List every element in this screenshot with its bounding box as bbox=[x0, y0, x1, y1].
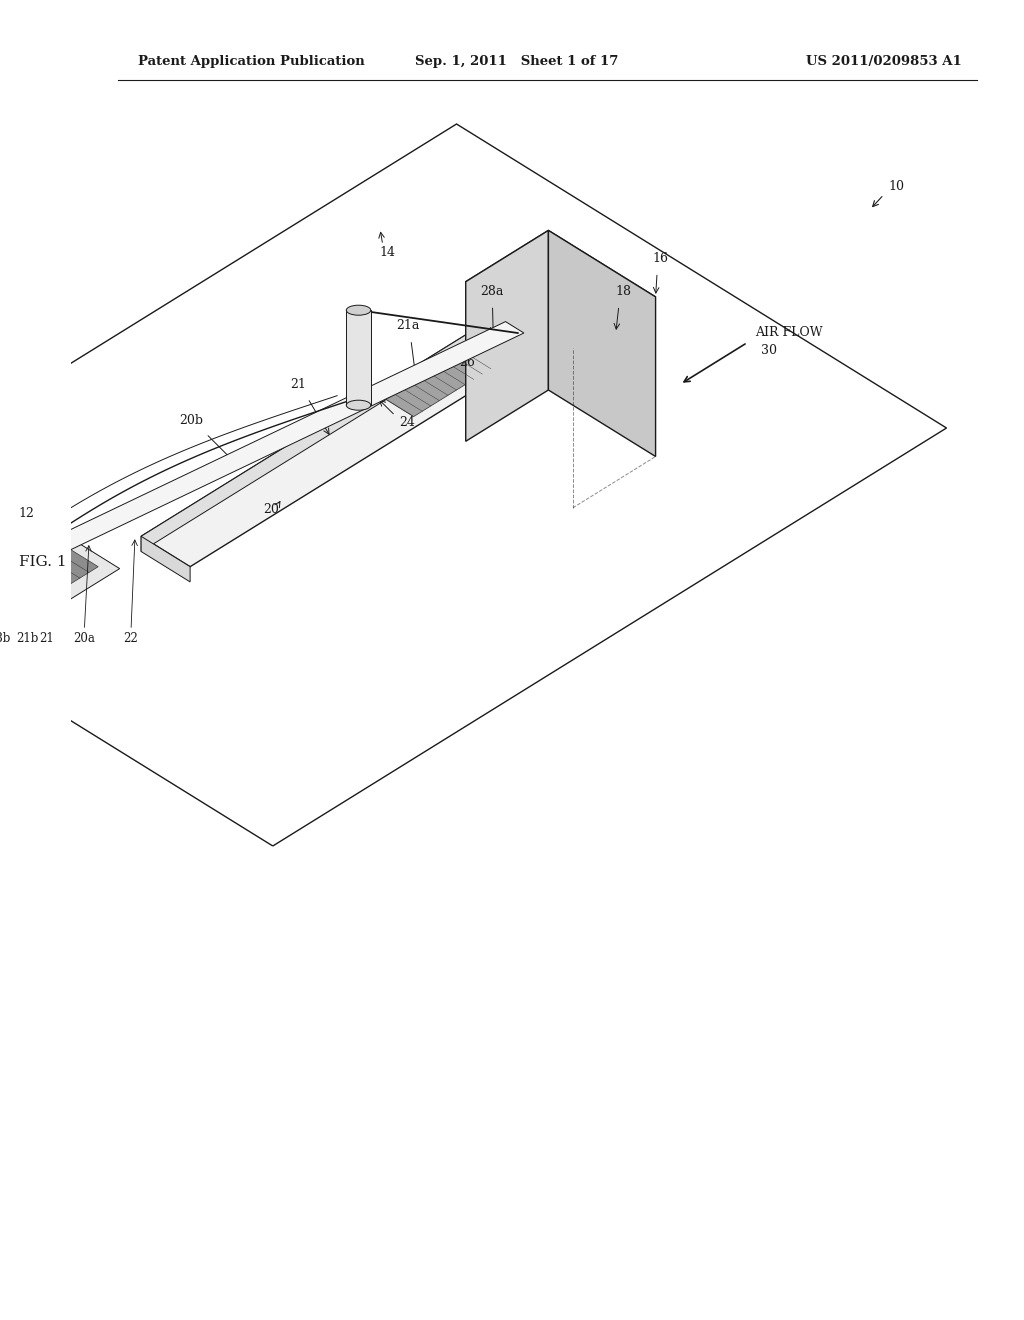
Polygon shape bbox=[549, 231, 655, 457]
Text: AIR FLOW: AIR FLOW bbox=[755, 326, 822, 339]
Polygon shape bbox=[141, 271, 618, 566]
Text: 21a: 21a bbox=[395, 319, 419, 333]
Text: FIG. 1: FIG. 1 bbox=[19, 554, 67, 569]
Text: US 2011/0209853 A1: US 2011/0209853 A1 bbox=[806, 55, 962, 69]
Polygon shape bbox=[25, 322, 524, 562]
Text: 26: 26 bbox=[460, 356, 475, 370]
Text: 28a: 28a bbox=[479, 285, 503, 298]
Polygon shape bbox=[383, 345, 500, 417]
Polygon shape bbox=[141, 536, 190, 582]
Text: 21: 21 bbox=[39, 632, 54, 645]
Polygon shape bbox=[0, 531, 58, 614]
Text: 30: 30 bbox=[762, 345, 777, 358]
Text: 20b: 20b bbox=[179, 413, 203, 426]
Text: 18: 18 bbox=[615, 285, 631, 298]
Ellipse shape bbox=[346, 400, 371, 411]
Text: Patent Application Publication: Patent Application Publication bbox=[138, 55, 365, 69]
Text: 22: 22 bbox=[124, 632, 138, 645]
Text: 14: 14 bbox=[380, 247, 395, 260]
Text: 12: 12 bbox=[18, 507, 34, 520]
Bar bbox=[346, 310, 371, 405]
Text: Sep. 1, 2011   Sheet 1 of 17: Sep. 1, 2011 Sheet 1 of 17 bbox=[416, 55, 618, 69]
Text: 24: 24 bbox=[398, 416, 415, 429]
Polygon shape bbox=[466, 231, 655, 348]
Text: 21b: 21b bbox=[16, 632, 39, 645]
Text: 10: 10 bbox=[889, 180, 904, 193]
Text: 20a: 20a bbox=[74, 632, 95, 645]
Text: 28b: 28b bbox=[0, 632, 10, 645]
Ellipse shape bbox=[346, 305, 371, 315]
Text: 21: 21 bbox=[291, 378, 306, 391]
Text: 20: 20 bbox=[263, 503, 279, 516]
Polygon shape bbox=[141, 271, 569, 552]
Polygon shape bbox=[0, 540, 98, 612]
Polygon shape bbox=[0, 531, 120, 630]
Polygon shape bbox=[466, 231, 549, 441]
Text: 16: 16 bbox=[652, 252, 669, 265]
